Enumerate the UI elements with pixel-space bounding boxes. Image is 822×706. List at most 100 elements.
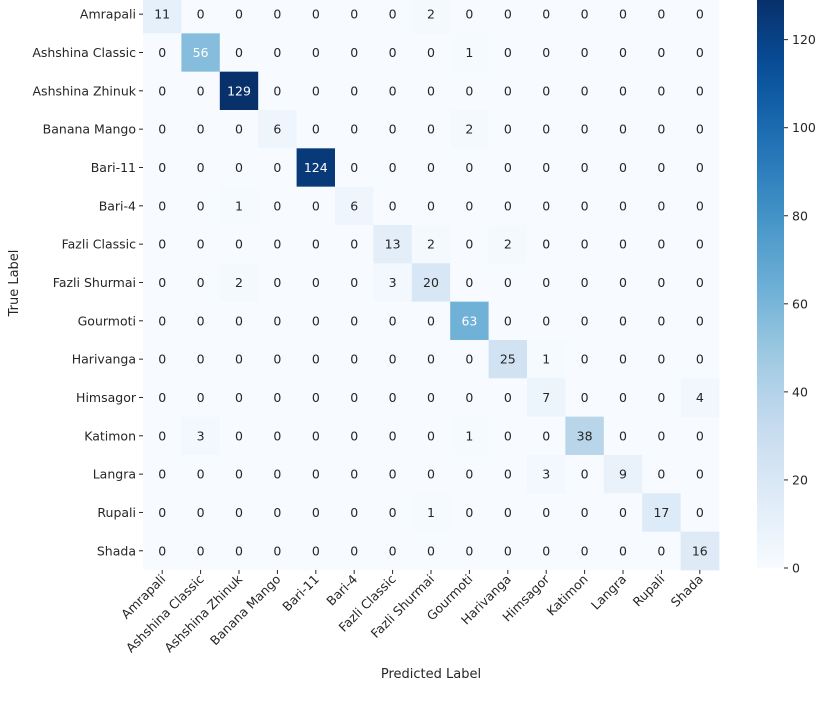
cell-value-label: 0: [158, 352, 166, 367]
heatmap-cell: [143, 339, 182, 379]
y-tick-label: Shada: [97, 543, 136, 558]
heatmap-cell: [680, 416, 720, 456]
cell-value-label: 0: [542, 45, 550, 60]
heatmap-cell: [527, 186, 566, 226]
cell-value-label: 0: [657, 45, 665, 60]
heatmap-cell: [143, 416, 182, 456]
heatmap-cell: [680, 339, 720, 379]
y-tick-label: Amrapali: [80, 7, 136, 22]
cell-value-label: 0: [696, 45, 704, 60]
heatmap-cell: [335, 301, 374, 341]
heatmap-cell: [181, 301, 221, 341]
heatmap-cell: [565, 531, 605, 571]
heatmap-cell: [642, 109, 681, 149]
heatmap-cell: [143, 301, 182, 341]
heatmap-cell: [143, 454, 182, 494]
cell-value-label: 0: [158, 275, 166, 290]
cell-value-label: 0: [619, 160, 627, 175]
cell-value-label: 17: [653, 505, 669, 520]
cell-value-label: 0: [696, 198, 704, 213]
heatmap-cell: [411, 416, 451, 456]
cell-value-label: 0: [696, 313, 704, 328]
heatmap-cell: [373, 454, 413, 494]
heatmap-cell: [258, 531, 297, 571]
cell-value-label: 0: [581, 313, 589, 328]
heatmap-cell: [181, 33, 221, 73]
heatmap-cell: [565, 33, 605, 73]
heatmap-cell: [642, 531, 681, 571]
cell-value-label: 0: [389, 313, 397, 328]
cell-value-label: 0: [581, 505, 589, 520]
cell-value-label: 0: [158, 122, 166, 137]
cell-value-label: 0: [350, 7, 358, 22]
cell-value-label: 13: [385, 237, 401, 252]
heatmap-cell: [565, 454, 605, 494]
cell-value-label: 0: [197, 313, 205, 328]
cell-value-label: 0: [273, 7, 281, 22]
heatmap-cell: [219, 339, 259, 379]
heatmap-cell: [143, 531, 182, 571]
heatmap-cell: [296, 301, 336, 341]
cell-value-label: 0: [465, 275, 473, 290]
cell-value-label: 0: [273, 543, 281, 558]
cell-value-label: 0: [312, 543, 320, 558]
heatmap-cell: [603, 0, 643, 34]
cell-value-label: 0: [273, 390, 281, 405]
heatmap-cell: [143, 109, 182, 149]
heatmap-cell: [527, 109, 566, 149]
heatmap-cell: [296, 263, 336, 303]
cell-value-label: 0: [312, 505, 320, 520]
heatmap-cell: [450, 186, 489, 226]
cell-value-label: 0: [312, 352, 320, 367]
cell-value-label: 0: [581, 352, 589, 367]
cell-value-labels: 11 0 0 0 0 0 0 2 0 0 0 0 0 0 00 56 0 0 0 0 0 0 1 0 0 0 0 0 00 0 129 0 0 0…: [154, 7, 708, 559]
heatmap-cell: [258, 33, 297, 73]
heatmap-cell: [450, 33, 489, 73]
cell-value-label: 38: [577, 428, 593, 443]
cell-value-label: 0: [696, 7, 704, 22]
heatmap-cell: [335, 531, 374, 571]
cell-value-label: 0: [465, 83, 473, 98]
cell-value-label: 0: [696, 428, 704, 443]
cell-value-label: 0: [273, 505, 281, 520]
heatmap-cell: [258, 109, 297, 149]
heatmap-cell: [335, 454, 374, 494]
heatmap-cell: [642, 454, 681, 494]
cell-value-label: 0: [312, 428, 320, 443]
cell-value-label: 0: [696, 505, 704, 520]
cell-value-label: 3: [542, 467, 550, 482]
heatmap-cell: [258, 224, 297, 264]
cell-value-label: 2: [427, 237, 435, 252]
heatmap-cell: [411, 263, 451, 303]
cell-value-label: 0: [273, 428, 281, 443]
y-tick-label: Gourmoti: [78, 313, 136, 328]
cell-value-label: 0: [197, 275, 205, 290]
cell-value-label: 0: [542, 237, 550, 252]
cell-value-label: 0: [465, 390, 473, 405]
heatmap-cell: [642, 33, 681, 73]
cell-value-label: 0: [312, 45, 320, 60]
heatmap-cell: [527, 263, 566, 303]
cell-value-label: 0: [197, 390, 205, 405]
heatmap-cell: [488, 33, 528, 73]
cell-value-label: 0: [427, 160, 435, 175]
heatmap-cell: [565, 493, 605, 533]
cell-value-label: 0: [389, 83, 397, 98]
heatmap-cell: [143, 33, 182, 73]
heatmap-cell: [680, 301, 720, 341]
heatmap-cell: [565, 416, 605, 456]
heatmap-cell: [680, 71, 720, 111]
heatmap-cell: [488, 339, 528, 379]
heatmap-cell: [603, 263, 643, 303]
heatmap-cell: [488, 109, 528, 149]
heatmap-cell: [181, 493, 221, 533]
heatmap-cell: [181, 148, 221, 188]
cell-value-label: 0: [158, 505, 166, 520]
cell-value-label: 1: [427, 505, 435, 520]
cell-value-label: 0: [350, 313, 358, 328]
cell-value-label: 0: [657, 83, 665, 98]
heatmap-cell: [488, 263, 528, 303]
cell-value-label: 0: [619, 7, 627, 22]
cell-value-label: 0: [504, 390, 512, 405]
